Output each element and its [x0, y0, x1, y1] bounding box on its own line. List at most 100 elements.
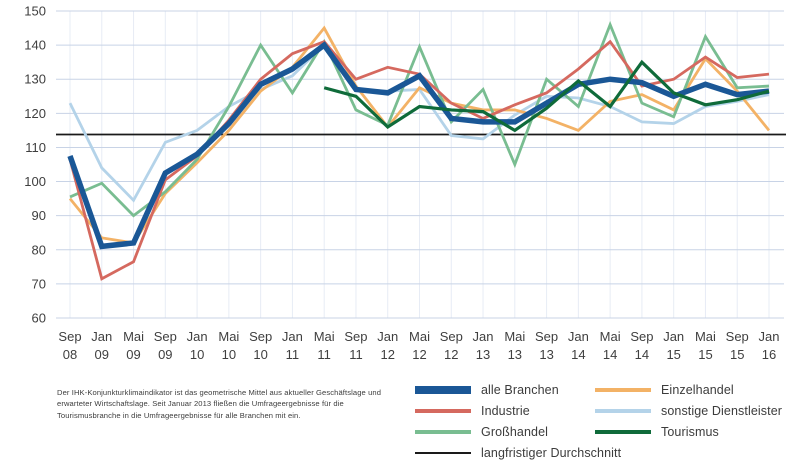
svg-text:Mai: Mai — [314, 329, 335, 344]
y-tick-label: 140 — [24, 38, 46, 53]
x-tick-label: Sep 13 — [535, 329, 558, 362]
vertical-gridlines — [69, 11, 770, 318]
svg-text:Sep: Sep — [344, 329, 367, 344]
svg-text:11: 11 — [286, 347, 300, 362]
series-line-alle-branchen — [67, 41, 770, 250]
y-tick-label: 100 — [24, 174, 46, 189]
svg-text:Jan: Jan — [473, 329, 494, 344]
svg-text:Sep: Sep — [58, 329, 81, 344]
y-tick-label: 130 — [24, 72, 46, 87]
svg-text:14: 14 — [635, 347, 649, 362]
y-tick-label: 70 — [32, 276, 46, 291]
legend-item-langfristiger-durchschnitt: langfristiger Durchschnitt — [415, 446, 621, 460]
svg-text:Jan: Jan — [568, 329, 589, 344]
y-tick-label: 80 — [32, 242, 46, 257]
svg-text:Jan: Jan — [187, 329, 208, 344]
legend-swatch-langfristiger-durchschnitt — [415, 452, 471, 454]
svg-text:10: 10 — [190, 347, 204, 362]
x-tick-label: Mai 10 — [218, 329, 239, 362]
legend-swatch-tourismus — [595, 430, 651, 434]
x-tick-label: Jan 14 — [568, 329, 589, 362]
x-tick-label: Mai 13 — [504, 329, 525, 362]
legend-swatch-sonstige-dienstleister — [595, 409, 651, 413]
x-axis-labels: Sep 08 Jan 09 Mai 09 Sep 09 Jan 10 Mai 10 Sep 10 Jan 11… — [58, 329, 779, 362]
svg-text:12: 12 — [412, 347, 426, 362]
y-tick-label: 150 — [24, 4, 46, 19]
svg-text:09: 09 — [126, 347, 140, 362]
legend-swatch-grosshandel — [415, 430, 471, 434]
svg-text:14: 14 — [571, 347, 585, 362]
x-tick-label: Jan 16 — [759, 329, 780, 362]
y-tick-label: 60 — [32, 311, 46, 326]
legend-swatch-alle-branchen — [415, 386, 471, 394]
x-tick-label: Mai 11 — [314, 329, 335, 362]
svg-text:15: 15 — [666, 347, 680, 362]
svg-text:Mai: Mai — [695, 329, 716, 344]
x-tick-label: Sep 15 — [726, 329, 749, 362]
svg-text:13: 13 — [539, 347, 553, 362]
svg-text:11: 11 — [349, 347, 363, 362]
series-line-einzelhandel — [68, 25, 771, 245]
svg-text:Sep: Sep — [726, 329, 749, 344]
svg-text:Mai: Mai — [504, 329, 525, 344]
svg-text:15: 15 — [730, 347, 744, 362]
y-tick-label: 120 — [24, 106, 46, 121]
svg-text:Mai: Mai — [123, 329, 144, 344]
legend-label: Großhandel — [481, 425, 549, 439]
x-tick-label: Sep 14 — [630, 329, 653, 362]
svg-text:09: 09 — [158, 347, 172, 362]
svg-text:13: 13 — [508, 347, 522, 362]
y-tick-label: 90 — [32, 208, 46, 223]
svg-text:10: 10 — [222, 347, 236, 362]
x-tick-label: Jan 12 — [377, 329, 398, 362]
svg-text:Sep: Sep — [535, 329, 558, 344]
svg-text:13: 13 — [476, 347, 490, 362]
svg-text:Sep: Sep — [630, 329, 653, 344]
svg-text:Jan: Jan — [91, 329, 112, 344]
x-tick-label: Sep 11 — [344, 329, 367, 362]
x-tick-label: Mai 09 — [123, 329, 144, 362]
chart-footnote: Der IHK-Konjunkturklimaindikator ist das… — [57, 388, 382, 420]
legend-item-alle-branchen: alle Branchen — [415, 383, 559, 397]
svg-text:Jan: Jan — [282, 329, 303, 344]
svg-text:15: 15 — [698, 347, 712, 362]
y-axis-labels: 60 70 80 90 100 110 120 130 140 150 — [24, 4, 46, 326]
data-series-lines — [67, 20, 771, 281]
svg-text:Jan: Jan — [663, 329, 684, 344]
series-line-tourismus — [323, 59, 770, 133]
svg-text:Jan: Jan — [377, 329, 398, 344]
x-tick-label: Sep 10 — [249, 329, 272, 362]
legend-item-sonstige-dienstleister: sonstige Dienstleister — [595, 404, 782, 418]
legend-item-einzelhandel: Einzelhandel — [595, 383, 734, 397]
x-tick-label: Jan 10 — [187, 329, 208, 362]
legend-item-tourismus: Tourismus — [595, 425, 719, 439]
svg-text:Mai: Mai — [600, 329, 621, 344]
svg-text:Sep: Sep — [440, 329, 463, 344]
svg-text:Sep: Sep — [249, 329, 272, 344]
svg-text:16: 16 — [762, 347, 776, 362]
svg-text:10: 10 — [253, 347, 267, 362]
legend-item-grosshandel: Großhandel — [415, 425, 548, 439]
x-tick-label: Mai 14 — [600, 329, 621, 362]
x-tick-label: Sep 09 — [154, 329, 177, 362]
legend-label: Industrie — [481, 404, 530, 418]
svg-text:Sep: Sep — [154, 329, 177, 344]
legend-swatch-industrie — [415, 409, 471, 413]
legend-label: Einzelhandel — [661, 383, 734, 397]
svg-text:08: 08 — [63, 347, 77, 362]
x-tick-label: Sep 12 — [440, 329, 463, 362]
x-tick-label: Sep 08 — [58, 329, 81, 362]
legend-label: alle Branchen — [481, 383, 559, 397]
legend-label: langfristiger Durchschnitt — [481, 446, 622, 460]
x-tick-label: Mai 15 — [695, 329, 716, 362]
x-tick-label: Jan 09 — [91, 329, 112, 362]
legend-label: sonstige Dienstleister — [661, 404, 783, 418]
svg-text:Mai: Mai — [218, 329, 239, 344]
svg-text:12: 12 — [380, 347, 394, 362]
legend-swatch-einzelhandel — [595, 388, 651, 392]
svg-text:14: 14 — [603, 347, 617, 362]
x-tick-label: Jan 15 — [663, 329, 684, 362]
svg-text:Mai: Mai — [409, 329, 430, 344]
